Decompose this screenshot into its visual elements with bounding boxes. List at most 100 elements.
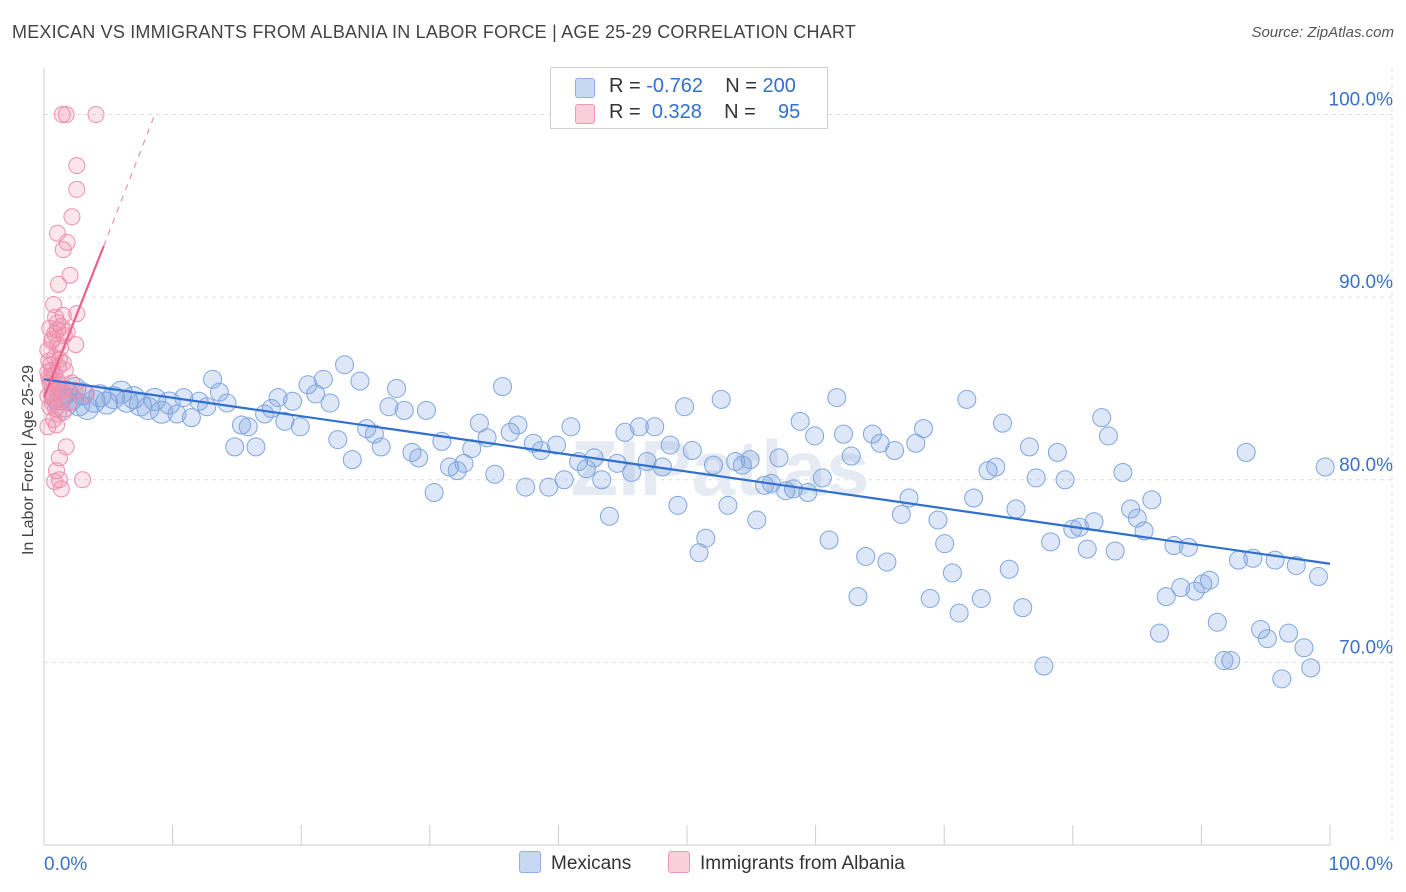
data-point-albania xyxy=(50,449,68,467)
data-point-mexicans xyxy=(167,404,187,424)
data-point-mexicans xyxy=(335,355,355,375)
data-point-mexicans xyxy=(645,417,665,437)
data-point-mexicans xyxy=(1006,499,1026,519)
data-point-mexicans xyxy=(283,391,303,411)
data-point-mexicans xyxy=(181,408,201,428)
data-point-mexicans xyxy=(928,510,948,530)
data-point-mexicans xyxy=(819,530,839,550)
data-point-mexicans xyxy=(1098,426,1118,446)
data-point-mexicans xyxy=(891,504,911,524)
data-point-mexicans xyxy=(668,495,688,515)
data-point-mexicans xyxy=(231,415,251,435)
data-point-mexicans xyxy=(615,422,635,442)
data-point-mexicans xyxy=(306,384,326,404)
bottom-swatch-mexicans xyxy=(519,851,541,873)
data-point-mexicans xyxy=(1019,437,1039,457)
data-point-mexicans xyxy=(957,389,977,409)
series-albania xyxy=(39,106,105,498)
x-tick-label: 0.0% xyxy=(44,854,87,875)
data-point-albania xyxy=(53,106,71,124)
data-point-albania xyxy=(45,295,63,313)
data-point-mexicans xyxy=(500,422,520,442)
data-point-mexicans xyxy=(1315,457,1335,477)
legend-n-value: 200 xyxy=(762,75,796,97)
data-point-albania xyxy=(54,403,72,421)
data-point-mexicans xyxy=(986,457,1006,477)
watermark: ZIPatlas xyxy=(570,424,869,512)
data-point-mexicans xyxy=(827,388,847,408)
legend-n-label: N = xyxy=(724,101,756,123)
data-point-mexicans xyxy=(493,377,513,397)
data-point-mexicans xyxy=(246,437,266,457)
trend-lines xyxy=(42,114,1331,565)
data-point-mexicans xyxy=(1149,623,1169,643)
y-tick-label: 80.0% xyxy=(1339,455,1393,476)
data-point-mexicans xyxy=(1272,669,1292,689)
data-point-mexicans xyxy=(371,437,391,457)
data-point-mexicans xyxy=(660,435,680,455)
data-point-mexicans xyxy=(539,477,559,497)
data-point-mexicans xyxy=(949,603,969,623)
data-point-mexicans xyxy=(856,546,876,566)
data-point-mexicans xyxy=(841,446,861,466)
data-point-mexicans xyxy=(629,417,649,437)
tick-labels: 70.0% 80.0% 90.0% 100.0% 0.0% 100.0% xyxy=(44,90,1393,875)
data-point-mexicans xyxy=(416,400,436,420)
bottom-legend-mexicans: Mexicans xyxy=(519,851,631,875)
data-point-albania xyxy=(61,266,79,284)
data-point-mexicans xyxy=(935,534,955,554)
legend-r-value: -0.762 xyxy=(646,75,703,97)
data-point-mexicans xyxy=(561,417,581,437)
data-point-mexicans xyxy=(769,448,789,468)
data-point-albania xyxy=(77,385,95,403)
trend-line-albania-extension xyxy=(103,114,156,247)
data-point-mexicans xyxy=(424,483,444,503)
data-point-mexicans xyxy=(913,419,933,439)
data-point-mexicans xyxy=(599,506,619,526)
data-point-mexicans xyxy=(877,552,897,572)
data-point-mexicans xyxy=(197,397,217,417)
data-point-mexicans xyxy=(523,433,543,453)
data-point-mexicans xyxy=(592,470,612,490)
y-axis-label: In Labor Force | Age 25-29 xyxy=(20,365,37,555)
data-point-mexicans xyxy=(554,470,574,490)
data-point-mexicans xyxy=(805,426,825,446)
data-point-mexicans xyxy=(1279,623,1299,643)
data-point-mexicans xyxy=(964,488,984,508)
data-point-mexicans xyxy=(1034,656,1054,676)
data-point-mexicans xyxy=(469,413,489,433)
data-point-mexicans xyxy=(379,397,399,417)
data-point-mexicans xyxy=(508,415,528,435)
data-point-mexicans xyxy=(942,563,962,583)
data-point-mexicans xyxy=(1236,442,1256,462)
bottom-legend-albania: Immigrants from Albania xyxy=(668,851,905,875)
data-point-albania xyxy=(60,394,78,412)
data-point-mexicans xyxy=(1055,470,1075,490)
data-point-mexicans xyxy=(798,483,818,503)
data-point-mexicans xyxy=(275,411,295,431)
data-point-mexicans xyxy=(576,459,596,479)
data-point-mexicans xyxy=(290,417,310,437)
data-point-mexicans xyxy=(546,435,566,455)
data-point-mexicans xyxy=(1047,442,1067,462)
y-tick-label: 70.0% xyxy=(1339,637,1393,658)
data-point-mexicans xyxy=(225,437,245,457)
data-point-mexicans xyxy=(971,588,991,608)
data-point-mexicans xyxy=(885,441,905,461)
data-point-mexicans xyxy=(1294,638,1314,658)
chart-title: MEXICAN VS IMMIGRANTS FROM ALBANIA IN LA… xyxy=(12,22,856,42)
trend-line-albania xyxy=(42,245,105,398)
bottom-legend-label: Mexicans xyxy=(551,853,632,874)
data-point-mexicans xyxy=(485,464,505,484)
data-point-mexicans xyxy=(320,393,340,413)
data-point-mexicans xyxy=(1026,468,1046,488)
data-point-mexicans xyxy=(920,588,940,608)
data-point-mexicans xyxy=(1171,578,1191,598)
data-point-mexicans xyxy=(342,450,362,470)
data-point-mexicans xyxy=(394,400,414,420)
data-point-mexicans xyxy=(1105,541,1125,561)
data-point-albania xyxy=(57,438,75,456)
data-point-mexicans xyxy=(1207,612,1227,632)
x-tick-label: 100.0% xyxy=(1329,854,1394,875)
data-point-mexicans xyxy=(992,413,1012,433)
